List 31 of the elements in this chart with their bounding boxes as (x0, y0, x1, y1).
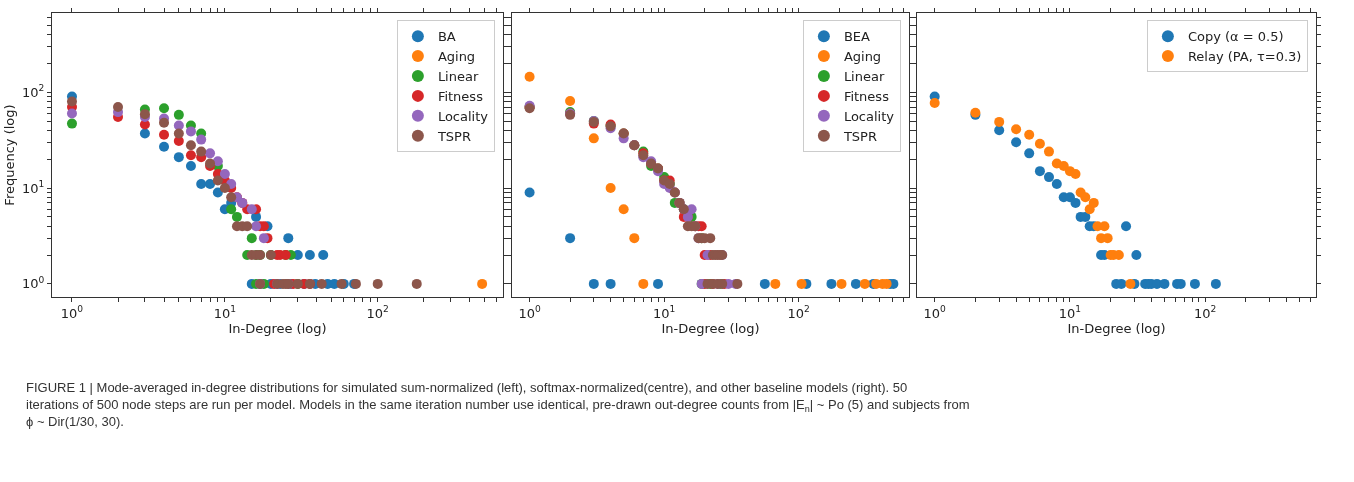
x-tick-label: 10$^{0}$ (60, 304, 84, 321)
legend-label: BA (437, 29, 456, 45)
y-tick-label: 10$^{0}$ (22, 274, 45, 292)
y-tick-label: 10$^{2}$ (22, 83, 45, 100)
legend-label: Aging (437, 49, 476, 65)
x-tick-label: 10$^{2}$ (366, 304, 389, 321)
y-tick-label: 10$^{1}$ (22, 179, 45, 196)
legend-label: Fitness (437, 88, 484, 104)
x-tick-label: 10$^{1}$ (1058, 304, 1082, 321)
legend-label: BEA (843, 29, 871, 45)
x-tick-label: 10$^{0}$ (518, 304, 541, 321)
legend-label: Linear (843, 69, 885, 85)
x-tick-label: 10$^{1}$ (213, 304, 237, 321)
x-axis-title: In-Degree (log) (1067, 321, 1166, 337)
legend-label: TSPR (842, 128, 877, 144)
legend-label: Locality (437, 108, 489, 124)
legend-label: Fitness (843, 88, 890, 104)
x-axis-title: In-Degree (log) (661, 321, 760, 337)
legend-label: Locality (843, 108, 895, 124)
x-tick-label: 10$^{1}$ (652, 304, 676, 321)
x-axis-title: In-Degree (log) (228, 321, 327, 337)
x-tick-label: 10$^{0}$ (923, 304, 947, 321)
legend-label: Copy (α = 0.5) (1187, 29, 1284, 45)
text: FIGURE 1 | Mode-averaged in-degree distributions for simulated sum-normalized (left), softmax-normalized(centre), and other baseline models (right). 50 iterations of 500 node steps are run per model. Models in the same iteration number use identical, pre-drawn out-degree counts from |E$_{n}$| ~ Po (5) and subjects from ϕ ~ Dir(1/30, 30). (26, 380, 970, 429)
legend-label: Linear (437, 69, 479, 85)
legend-label: Aging (843, 49, 882, 65)
x-tick-label: 10$^{2}$ (1193, 304, 1217, 321)
y-axis-title: Frequency (log) (2, 104, 18, 206)
legend-label: TSPR (436, 128, 471, 144)
x-tick-label: 10$^{2}$ (787, 304, 810, 321)
legend-label: Relay (PA, τ=0.3) (1187, 49, 1302, 65)
